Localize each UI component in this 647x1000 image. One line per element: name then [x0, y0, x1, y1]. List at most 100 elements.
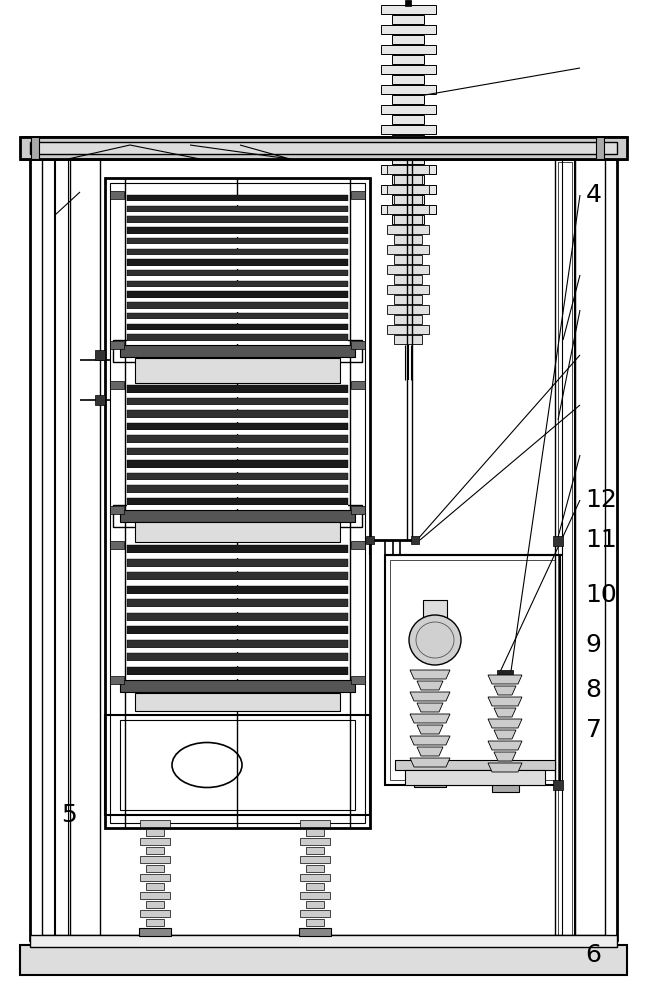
Bar [105, 715, 370, 815]
Bar [300, 838, 330, 845]
Bar [120, 345, 355, 357]
Text: 9: 9 [586, 633, 602, 657]
Bar [351, 676, 365, 684]
Bar [127, 621, 348, 625]
Bar [135, 693, 340, 711]
Bar [139, 928, 171, 936]
Bar [380, 65, 435, 74]
Bar [127, 302, 348, 309]
Bar [127, 626, 348, 634]
Bar [127, 341, 348, 344]
Bar [127, 634, 348, 639]
Bar [127, 460, 348, 468]
Bar [30, 145, 617, 940]
Bar [306, 883, 324, 890]
Bar [387, 205, 429, 214]
Bar [127, 492, 348, 497]
Bar [392, 55, 424, 64]
Bar [300, 910, 330, 917]
Bar [140, 820, 170, 827]
Polygon shape [417, 747, 443, 756]
Bar [127, 195, 348, 201]
Polygon shape [410, 736, 450, 745]
Bar [414, 777, 446, 787]
Text: 10: 10 [586, 583, 617, 607]
Bar [105, 178, 370, 828]
Bar [380, 25, 435, 33]
Bar [127, 567, 348, 571]
Bar [306, 829, 324, 836]
Bar [146, 829, 164, 836]
Bar [300, 892, 330, 899]
Bar [380, 165, 435, 174]
Bar [410, 769, 450, 777]
Polygon shape [488, 763, 522, 772]
Bar [392, 135, 424, 143]
Bar [120, 720, 355, 810]
Bar [127, 298, 348, 302]
Bar [127, 558, 348, 567]
Bar [127, 455, 348, 459]
Bar [596, 137, 604, 159]
Bar [394, 315, 422, 324]
Bar [127, 309, 348, 312]
Bar [127, 276, 348, 280]
Bar [127, 422, 348, 430]
Bar [351, 381, 365, 389]
Bar [553, 536, 563, 546]
Bar [140, 892, 170, 899]
Bar [387, 305, 429, 314]
Bar [300, 856, 330, 863]
Bar [127, 281, 348, 287]
Bar [127, 259, 348, 266]
Bar [146, 883, 164, 890]
Bar [394, 255, 422, 263]
Bar [306, 865, 324, 872]
Bar [127, 227, 348, 234]
Bar [127, 599, 348, 607]
Text: 6: 6 [586, 943, 602, 967]
Bar [393, 137, 423, 159]
Bar [127, 435, 348, 442]
Bar [127, 255, 348, 259]
Bar [42, 155, 605, 935]
Bar [394, 195, 422, 204]
Bar [146, 919, 164, 926]
Bar [306, 901, 324, 908]
Bar [405, 0, 411, 6]
Bar [127, 212, 348, 216]
Bar [392, 15, 424, 23]
Bar [120, 680, 355, 692]
Bar [127, 585, 348, 594]
Bar [558, 162, 572, 936]
Polygon shape [494, 708, 516, 717]
Bar [135, 522, 340, 542]
Text: 8: 8 [586, 678, 602, 702]
Bar [127, 480, 348, 484]
Bar [388, 152, 428, 160]
Polygon shape [488, 741, 522, 750]
Bar [127, 580, 348, 585]
Bar [306, 919, 324, 926]
Bar [380, 105, 435, 113]
Bar [497, 670, 513, 680]
Bar [127, 675, 348, 679]
Bar [392, 95, 424, 104]
Bar [127, 448, 348, 455]
Bar [135, 358, 340, 383]
Polygon shape [494, 730, 516, 739]
Bar [113, 505, 362, 527]
Bar [127, 249, 348, 255]
Bar [110, 341, 124, 349]
Bar [127, 266, 348, 269]
Bar [392, 35, 424, 43]
Bar [127, 553, 348, 558]
Bar [385, 555, 560, 785]
Polygon shape [488, 697, 522, 706]
Bar [127, 410, 348, 418]
Bar [387, 245, 429, 253]
Bar [380, 45, 435, 53]
Bar [127, 572, 348, 580]
Bar [140, 874, 170, 881]
Bar [127, 473, 348, 480]
